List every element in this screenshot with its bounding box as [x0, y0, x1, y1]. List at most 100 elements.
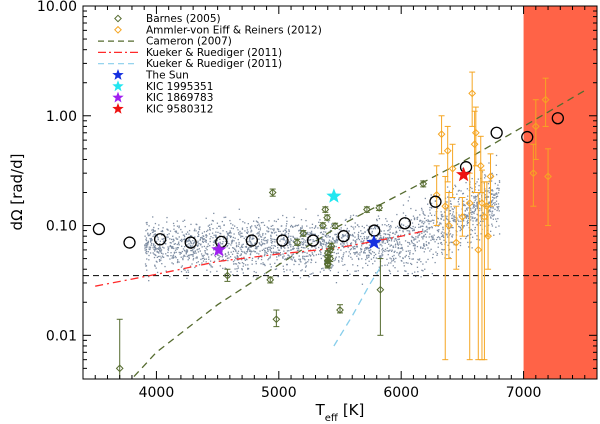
background-point [277, 249, 280, 251]
background-point [257, 235, 260, 237]
background-point [355, 251, 358, 253]
background-point [452, 226, 454, 229]
background-point [310, 232, 312, 235]
background-point [286, 220, 288, 222]
background-point [446, 254, 448, 256]
background-point [252, 237, 254, 239]
background-point [244, 230, 246, 232]
background-point [349, 234, 352, 236]
background-point [159, 246, 161, 248]
background-point [251, 250, 253, 253]
background-point [366, 240, 369, 242]
background-point [493, 197, 495, 199]
background-point [466, 215, 468, 218]
background-point [492, 207, 494, 209]
background-point [147, 233, 149, 235]
background-point [416, 232, 419, 234]
background-point [212, 227, 214, 230]
background-point [167, 255, 169, 257]
background-point [458, 220, 460, 223]
background-point [403, 262, 405, 264]
background-point [229, 230, 231, 232]
background-point [335, 252, 338, 255]
background-point [495, 220, 498, 223]
background-point [388, 229, 390, 231]
background-point [147, 251, 149, 253]
background-point [396, 231, 398, 233]
background-point [205, 241, 207, 243]
background-point [495, 203, 498, 205]
background-point [149, 238, 151, 240]
background-point [277, 228, 279, 231]
background-point [394, 238, 396, 240]
background-point [452, 211, 454, 213]
background-point [171, 262, 173, 264]
background-point [354, 236, 356, 238]
legend-label: Kueker & Ruediger (2011) [146, 47, 282, 59]
background-point [222, 230, 224, 232]
background-point [417, 236, 419, 239]
data-point [336, 306, 344, 314]
background-point [266, 252, 268, 255]
background-point [162, 227, 164, 229]
background-point [302, 241, 305, 243]
background-point [187, 245, 190, 248]
background-point [283, 255, 285, 257]
background-point [495, 196, 498, 198]
background-point [321, 233, 324, 235]
background-point [386, 264, 389, 266]
background-point [185, 253, 187, 255]
background-point [467, 221, 469, 224]
background-point [361, 232, 363, 235]
background-point [183, 238, 185, 241]
background-point [209, 260, 212, 262]
background-point [488, 162, 490, 164]
data-point [398, 217, 412, 230]
background-point [317, 235, 319, 237]
background-point [178, 225, 180, 227]
background-point [420, 225, 422, 227]
background-point [333, 259, 335, 262]
data-point [471, 128, 480, 137]
background-point [245, 246, 248, 248]
background-point [275, 256, 278, 258]
background-point [258, 256, 260, 258]
background-point [263, 243, 265, 245]
background-point [409, 226, 411, 229]
background-point [360, 230, 362, 232]
legend-item: Barnes (2005) [114, 13, 221, 25]
background-point [277, 254, 280, 257]
background-point [474, 226, 476, 229]
background-point [146, 228, 149, 231]
background-point [186, 244, 188, 246]
background-point [201, 232, 204, 234]
background-point [223, 235, 225, 237]
background-point [304, 251, 306, 254]
background-point [247, 248, 249, 251]
background-point [493, 193, 495, 195]
background-point [453, 216, 455, 218]
background-point [331, 264, 333, 266]
background-point [378, 255, 381, 257]
legend-item: Cameron (2007) [98, 36, 232, 48]
background-point [496, 206, 498, 208]
background-point [160, 250, 162, 252]
background-point [257, 228, 260, 230]
background-point [389, 257, 391, 259]
background-point [151, 229, 153, 231]
background-point [289, 244, 291, 246]
background-point [335, 256, 337, 258]
background-point [350, 225, 352, 228]
background-point [314, 246, 316, 248]
background-point [149, 248, 151, 250]
background-point [409, 232, 411, 234]
background-point [264, 253, 266, 256]
background-point [373, 255, 375, 257]
background-point [163, 237, 165, 240]
background-point [465, 208, 468, 210]
background-point [192, 242, 195, 244]
background-point [366, 242, 368, 245]
background-point [286, 244, 289, 247]
background-point [377, 215, 380, 217]
background-point [349, 273, 351, 275]
